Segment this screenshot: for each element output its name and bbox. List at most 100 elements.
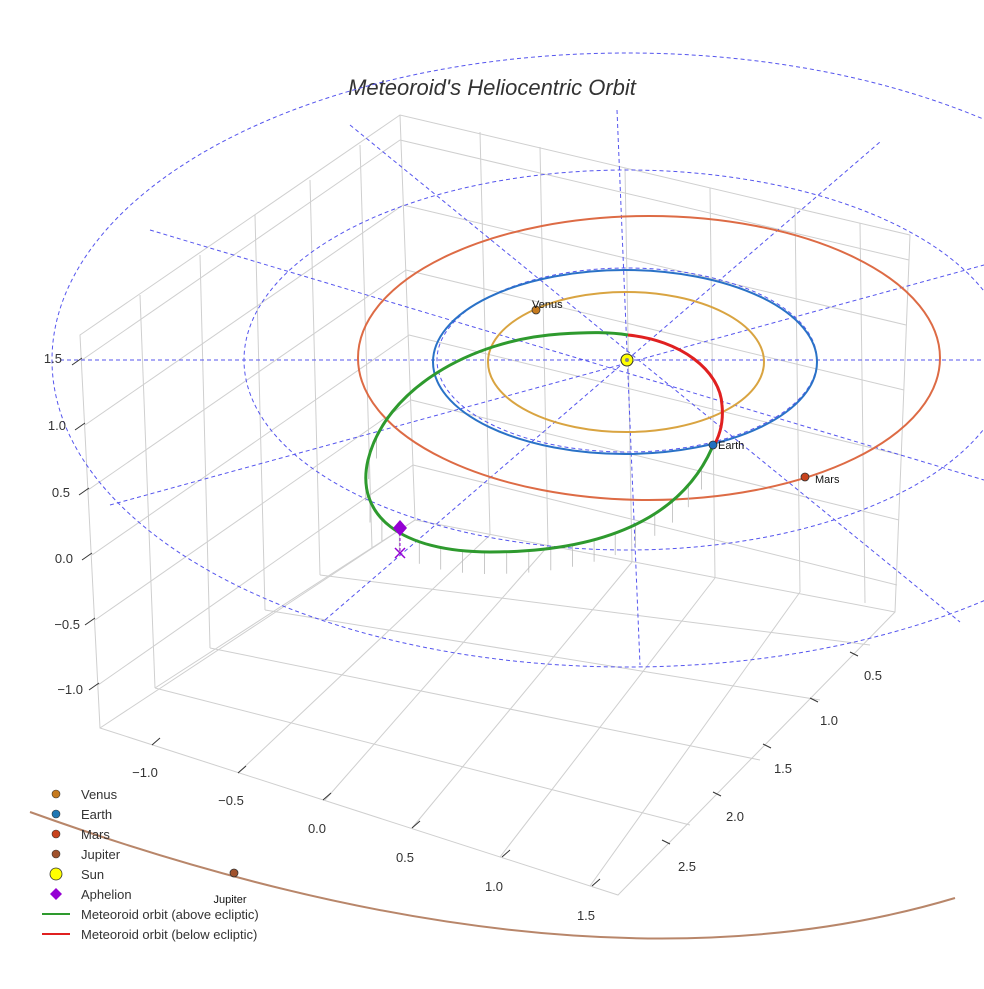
reference-radial — [616, 109, 641, 666]
y-tick-label: 2.5 — [678, 859, 696, 874]
gridline — [359, 144, 373, 549]
gridline — [209, 647, 761, 761]
y-tick-label: 1.5 — [774, 761, 792, 776]
legend-label: Earth — [81, 807, 112, 822]
gridline — [254, 214, 266, 611]
x-tick-mark — [411, 820, 421, 829]
gridline — [410, 399, 900, 521]
reference-radial — [324, 141, 881, 621]
legend-label: Jupiter — [81, 847, 121, 862]
y-tick-mark — [712, 791, 722, 797]
label-jupiter: Jupiter — [213, 894, 246, 906]
legend: Venus Earth Mars Jupiter Sun Aphelion Me… — [42, 787, 259, 942]
legend-marker-mars — [51, 829, 61, 839]
planet-venus — [531, 305, 541, 315]
z-tick-mark — [88, 682, 100, 691]
reference-grid — [51, 52, 984, 668]
chart-title: Meteoroid's Heliocentric Orbit — [348, 75, 637, 100]
gridline — [84, 204, 404, 426]
gridline — [499, 577, 716, 858]
gridline — [81, 139, 401, 361]
z-tick-mark — [74, 422, 86, 431]
sun-core — [625, 358, 629, 362]
x-tick-label: 1.5 — [577, 908, 595, 923]
legend-marker-jupiter — [51, 849, 61, 859]
x-tick-label: 0.0 — [308, 821, 326, 836]
label-earth: Earth — [718, 440, 744, 452]
legend-marker-aphelion — [50, 888, 62, 900]
gridline — [324, 545, 549, 801]
x-tick-mark — [322, 792, 332, 801]
z-tick-label: −1.0 — [57, 682, 83, 697]
aphelion-marker — [393, 520, 407, 536]
z-tick-mark — [84, 617, 96, 626]
y-tick-label: 1.0 — [820, 713, 838, 728]
gridline — [399, 139, 910, 261]
gridline — [139, 294, 156, 689]
gridline — [319, 574, 871, 646]
gridline — [97, 464, 414, 686]
z-tick-mark — [71, 357, 83, 366]
gridline — [91, 334, 410, 556]
y-axis-ticks — [661, 651, 859, 845]
y-tick-mark — [762, 743, 772, 749]
gridline — [479, 131, 491, 536]
x-tick-label: 0.5 — [396, 850, 414, 865]
gridline — [87, 269, 407, 491]
gridline — [859, 222, 866, 604]
legend-marker-earth — [51, 809, 61, 819]
x-tick-mark — [151, 737, 161, 746]
gridline — [402, 204, 907, 326]
gridline — [589, 591, 801, 887]
meteoroid-orbit-above — [364, 331, 714, 554]
gridline — [539, 146, 549, 547]
y-tick-label: 2.0 — [726, 809, 744, 824]
label-mars: Mars — [815, 474, 840, 486]
gridline — [309, 179, 321, 576]
orbit-earth — [432, 269, 818, 455]
gridline — [408, 334, 902, 456]
legend-label: Meteoroid orbit (below ecliptic) — [81, 927, 257, 942]
x-axis-ticks — [151, 737, 601, 887]
z-axis-ticks — [71, 357, 100, 691]
legend-label: Venus — [81, 787, 118, 802]
x-tick-label: −1.0 — [132, 765, 158, 780]
legend-marker-sun — [49, 867, 63, 881]
jupiter-orbit-arc — [29, 811, 956, 940]
planet-mars — [800, 472, 810, 482]
gridline — [154, 687, 691, 826]
z-tick-label: 1.5 — [44, 351, 62, 366]
legend-label: Mars — [81, 827, 110, 842]
z-tick-label: 1.0 — [48, 418, 66, 433]
legend-label: Aphelion — [81, 887, 132, 902]
box-back-edge-floor — [414, 519, 896, 613]
legend-marker-venus — [51, 789, 61, 799]
gridline — [411, 561, 633, 829]
aphelion-projection-marker — [394, 547, 406, 559]
meteoroid-orbit-below — [627, 333, 724, 449]
z-tick-label: −0.5 — [54, 617, 80, 632]
reference-ring-outer — [51, 52, 984, 668]
gridline — [405, 269, 905, 391]
drop-lines — [365, 436, 702, 574]
gridline — [264, 609, 821, 701]
gridline — [154, 519, 416, 689]
gridline — [237, 534, 491, 774]
reference-radial — [349, 124, 961, 623]
x-tick-label: −0.5 — [218, 793, 244, 808]
y-tick-mark — [809, 697, 819, 703]
x-tick-mark — [591, 878, 601, 887]
legend-label: Sun — [81, 867, 104, 882]
y-tick-mark — [661, 839, 671, 845]
x-tick-mark — [237, 765, 247, 774]
orbit-mars — [357, 215, 941, 501]
y-tick-label: 0.5 — [864, 668, 882, 683]
planet-earth — [708, 440, 718, 450]
gridline — [94, 399, 412, 621]
orbit-venus — [487, 291, 765, 433]
z-tick-mark — [81, 552, 93, 561]
label-venus: Venus — [532, 299, 563, 311]
reference-radial — [149, 229, 984, 481]
